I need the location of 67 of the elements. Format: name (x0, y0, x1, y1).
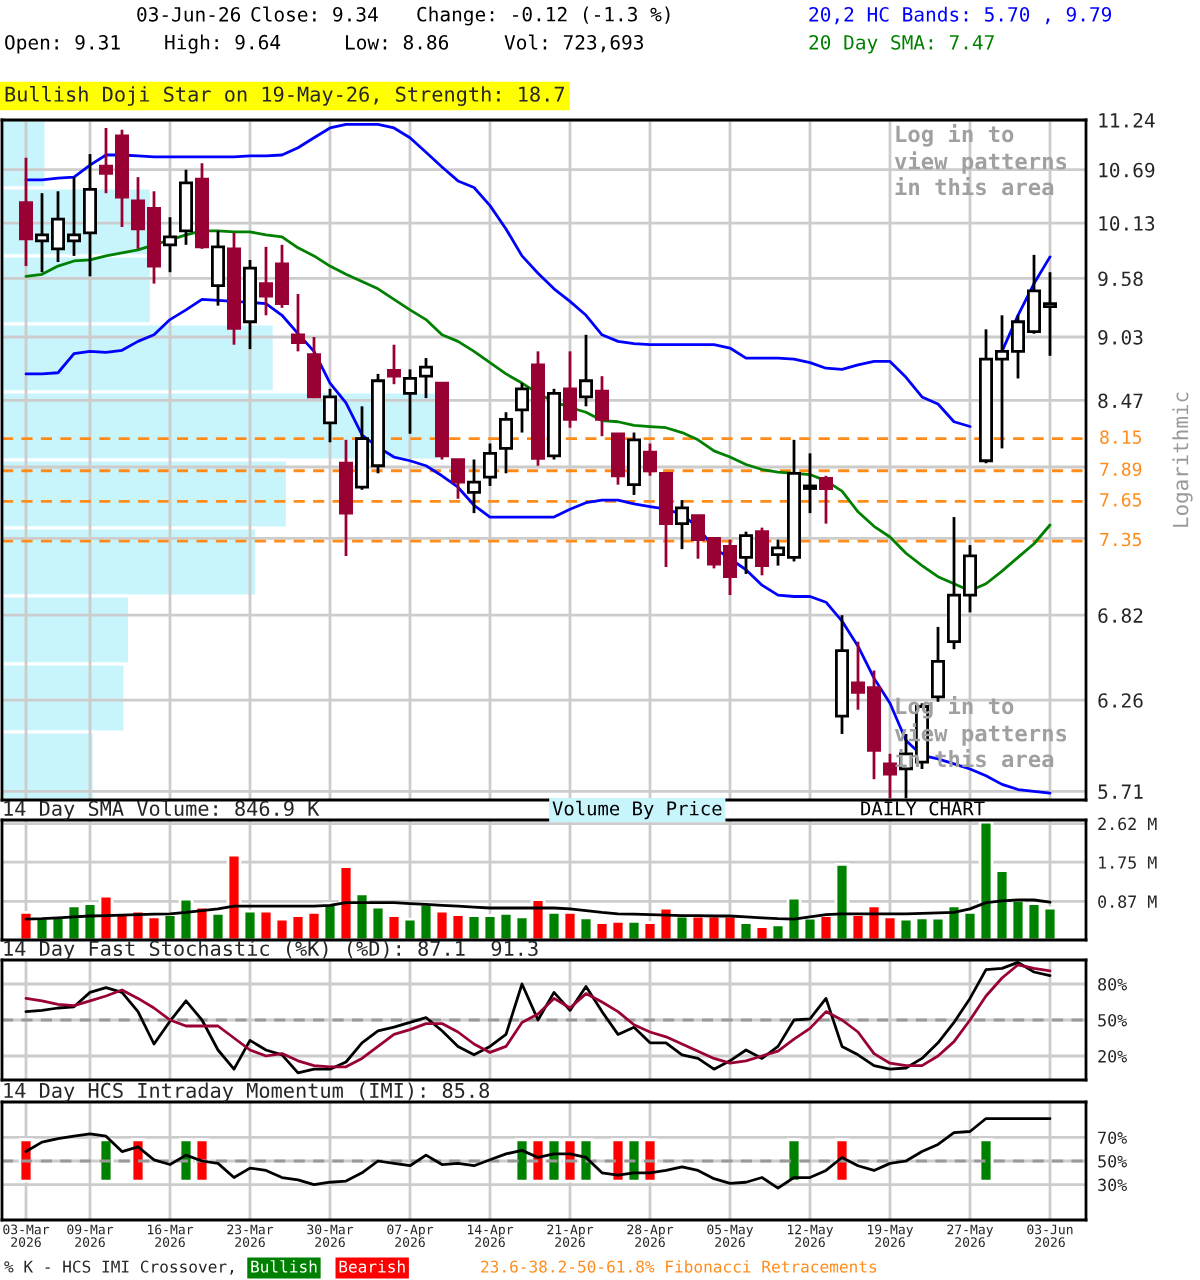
y-tick-label: 9.58 (1098, 271, 1143, 287)
ref-line-label: 7.65 (1100, 493, 1142, 507)
y-tick-label: 11.24 (1099, 113, 1155, 128)
ref-line-label: 7.89 (1100, 462, 1142, 477)
y-axis-title: Logarithmic (1172, 392, 1193, 527)
candlestick (307, 335, 321, 400)
candlestick (19, 156, 33, 268)
legend-title: % K - HCS IMI Crossover, (4, 1260, 234, 1275)
candlestick (563, 349, 577, 430)
y-tick-label: 30% (1098, 1178, 1127, 1192)
candlestick (883, 752, 897, 800)
text: Open: 9.31 (5, 34, 120, 54)
text: Change: -0.12 (-1.3 %) (417, 6, 670, 26)
candlestick (499, 410, 513, 475)
candlestick (739, 530, 753, 576)
candlestick (451, 458, 465, 501)
y-tick-label: 2.62 M (1098, 817, 1157, 831)
text: 03-Jun-26 (137, 6, 241, 22)
chart-title: 14 Day SMA Volume: 846.9 K (4, 800, 320, 820)
text: Low: 8.86 (346, 34, 449, 50)
chart-title: 14 Day HCS Intraday Momentum (IMI): 85.8 (4, 1082, 490, 1103)
chart-title: Bullish Doji Star on 19-May-26, Strength: 18.7 (5, 86, 565, 106)
candlestick (387, 343, 401, 386)
y-tick-label: 50% (1098, 1014, 1127, 1027)
y-tick-label: 6.82 (1098, 608, 1143, 623)
y-tick-label: 10.13 (1099, 216, 1155, 231)
y-tick-label: 6.26 (1098, 693, 1143, 708)
y-tick-label: 5.71 (1098, 784, 1143, 799)
candlestick (163, 215, 177, 274)
candlestick (515, 381, 529, 434)
annotation: Log in to view patterns in this area (894, 123, 1067, 196)
text: 20 Day SMA: 7.47 (809, 34, 994, 54)
ref-line-label: 7.35 (1100, 532, 1142, 547)
candlestick (579, 333, 593, 408)
text: Volume By Price (552, 800, 722, 820)
text: 23.6-38.2-50-61.8% Fibonacci Retracements (481, 1260, 877, 1273)
y-tick-label: 10.69 (1099, 162, 1155, 178)
text: Bearish (339, 1260, 405, 1273)
candlestick (675, 498, 689, 551)
text: Close: 9.34 (251, 6, 378, 22)
candlestick (483, 442, 497, 488)
text: Vol: 723,693 (504, 34, 644, 53)
y-tick-label: 1.75 M (1099, 856, 1157, 869)
candlestick (211, 229, 225, 308)
candlestick (931, 625, 945, 704)
text: Bullish (251, 1260, 317, 1273)
y-tick-label: 80% (1098, 978, 1127, 991)
y-tick-label: 70% (1098, 1131, 1127, 1145)
candlestick (611, 432, 625, 487)
y-tick-label: 8.47 (1098, 393, 1143, 409)
chart-title: 14 Day Fast Stochastic (%K) (%D): 87.1 91.3 (4, 940, 538, 960)
text: High: 9.64 (165, 34, 281, 54)
y-tick-label: 20% (1098, 1050, 1127, 1063)
candlestick (467, 458, 481, 515)
y-tick-label: 0.87 M (1098, 895, 1157, 908)
candlestick (643, 442, 657, 478)
ref-line-label: 8.15 (1100, 430, 1142, 444)
line-series (24, 1117, 1052, 1190)
candlestick (595, 374, 609, 438)
candlestick (819, 474, 833, 526)
text: DAILY CHART (861, 801, 985, 816)
candlestick (291, 292, 305, 353)
candlestick (627, 431, 641, 497)
y-tick-label: 50% (1098, 1155, 1127, 1168)
y-tick-label: 9.03 (1098, 330, 1143, 345)
candlestick (755, 526, 769, 577)
text: 20,2 HC Bands: 5.70 , 9.79 (809, 6, 1112, 25)
